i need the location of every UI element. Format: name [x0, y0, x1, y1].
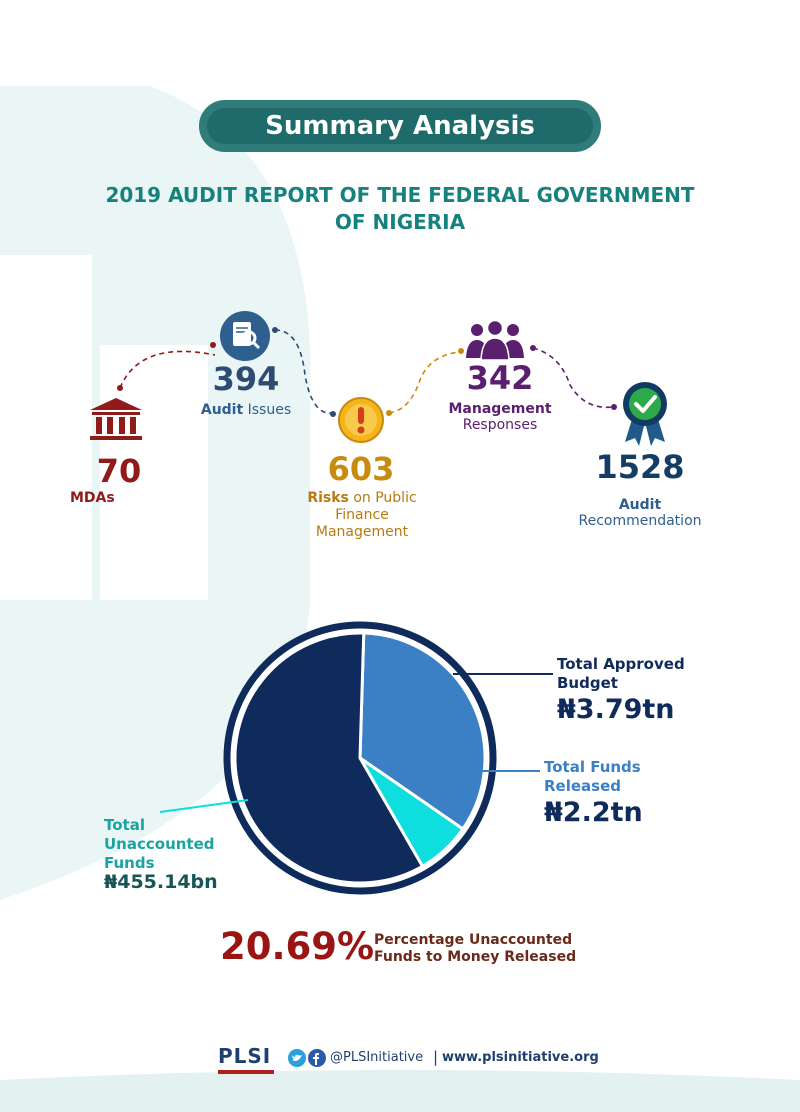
risks-label-line-2: Finance	[335, 507, 389, 523]
unaccounted-funds-value: ₦455.14bn	[104, 871, 218, 893]
facebook-icon[interactable]	[308, 1049, 326, 1067]
report-subtitle: 2019 AUDIT REPORT OF THE FEDERAL GOVERNM…	[60, 182, 740, 236]
title-banner: Summary Analysis	[199, 100, 601, 152]
page-title: Summary Analysis	[207, 108, 593, 144]
risks-label-bold: Risks	[307, 490, 349, 506]
management-label-bold: Management	[448, 401, 552, 417]
logo-underline	[218, 1070, 274, 1074]
social-handle[interactable]: @PLSInitiative	[330, 1050, 424, 1065]
audit-document-search-icon	[220, 311, 270, 361]
warning-exclamation-icon	[338, 397, 384, 443]
budget-pie-chart	[223, 621, 497, 895]
pie-slice-funds-released	[358, 631, 487, 832]
people-group-icon	[466, 320, 524, 360]
funds-released-label: Total Funds Released	[544, 758, 744, 796]
mdas-label: MDAs	[70, 490, 115, 506]
audit-recommendation-label: Audit Recommendation	[555, 497, 725, 529]
approved-label-line-2: Budget	[557, 674, 618, 692]
risks-label-rest: on Public	[348, 490, 417, 506]
audit-issues-count: 394	[212, 360, 280, 398]
unaccounted-label-line-3: Funds	[104, 854, 155, 872]
released-label-line-1: Total Funds	[544, 758, 641, 776]
footer-separator: |	[433, 1048, 439, 1066]
bank-building-icon	[90, 398, 142, 440]
risks-count: 603	[327, 450, 395, 488]
risks-label: Risks on Public Finance Management	[282, 490, 442, 541]
management-label-line-2: Responses	[462, 417, 538, 433]
management-responses-count: 342	[466, 359, 534, 397]
recommendation-label-line-2: Recommendation	[578, 513, 702, 529]
website-link[interactable]: www.plsinitiative.org	[442, 1050, 599, 1065]
released-label-line-2: Released	[544, 777, 621, 795]
percentage-label-line-1: Percentage Unaccounted	[374, 932, 573, 948]
percentage-label-line-2: Funds to Money Released	[374, 949, 577, 965]
mdas-count: 70	[96, 452, 142, 490]
audit-issues-label-bold: Audit	[200, 402, 244, 418]
approved-budget-value: ₦3.79tn	[557, 694, 675, 725]
plsi-logo: PLSI	[218, 1044, 272, 1068]
unaccounted-funds-label: Total Unaccounted Funds	[104, 816, 254, 873]
unaccounted-label-line-1: Total	[104, 816, 145, 834]
management-responses-label: Management Responses	[425, 401, 575, 433]
subtitle-line-2: OF NIGERIA	[334, 210, 466, 234]
funds-released-value: ₦2.2tn	[544, 797, 643, 828]
audit-recommendation-count: 1528	[595, 448, 685, 486]
percentage-label: Percentage Unaccounted Funds to Money Re…	[374, 932, 594, 966]
award-checkmark-icon	[623, 382, 667, 446]
unaccounted-label-line-2: Unaccounted	[104, 835, 215, 853]
social-icons	[288, 1049, 326, 1067]
approved-budget-label: Total Approved Budget	[557, 655, 757, 693]
footer: PLSI @PLSInitiative | www.plsinitiative.…	[218, 1044, 599, 1074]
audit-issues-label-rest: Issues	[243, 402, 292, 418]
risks-label-line-3: Management	[315, 524, 409, 540]
audit-issues-label: Audit Issues	[176, 402, 316, 418]
unaccounted-percentage: 20.69%	[220, 925, 375, 968]
subtitle-line-1: 2019 AUDIT REPORT OF THE FEDERAL GOVERNM…	[105, 183, 695, 207]
recommendation-label-bold: Audit	[618, 497, 662, 513]
twitter-icon[interactable]	[288, 1049, 306, 1067]
pie-slice-approved-budget	[233, 631, 425, 885]
approved-label-line-1: Total Approved	[557, 655, 685, 673]
